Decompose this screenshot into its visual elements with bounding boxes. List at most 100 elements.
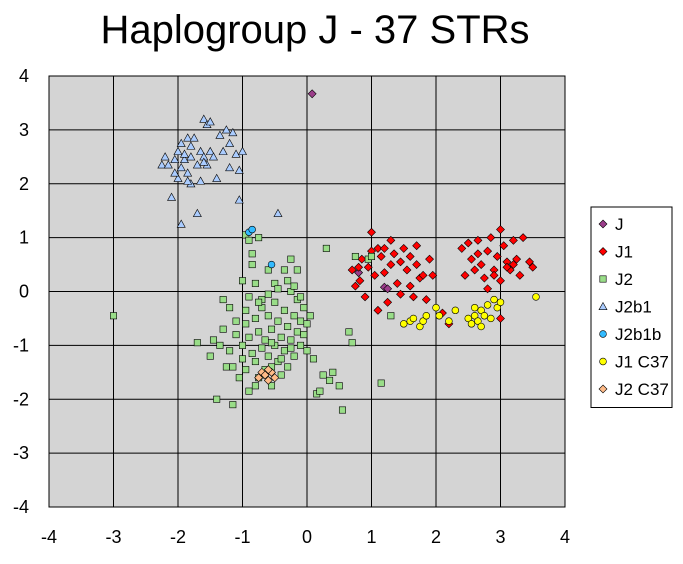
data-point-j2 (287, 344, 295, 352)
y-tick-label: -3 (13, 443, 29, 463)
data-point-j1 (347, 265, 357, 275)
data-point-j2b1 (186, 141, 196, 150)
data-point-j1 (392, 278, 402, 288)
data-point-j1-c37 (432, 303, 440, 312)
data-point-j1 (405, 281, 415, 291)
data-point-j1-c37 (435, 312, 443, 320)
data-point-j2 (255, 298, 263, 306)
data-point-j1-c37 (490, 295, 498, 304)
data-point-j2 (316, 387, 324, 395)
data-point-j2b1 (212, 173, 222, 182)
y-tick-label: 4 (19, 66, 29, 86)
legend-label: J1 C37 (615, 353, 669, 372)
data-point-j2 (229, 363, 237, 371)
data-point-j2 (284, 323, 292, 331)
y-tick-label: -2 (13, 389, 29, 409)
series-j2b1b (245, 225, 276, 269)
data-point-j2b1 (234, 165, 244, 174)
grid-lines (48, 75, 566, 508)
data-point-j1 (405, 252, 415, 261)
data-point-j1 (492, 252, 502, 261)
data-point-j2 (348, 339, 356, 347)
data-point-j1-c37 (483, 301, 492, 309)
legend-marker (599, 330, 607, 338)
data-point-j1 (496, 314, 505, 323)
data-point-j2 (274, 285, 282, 293)
data-point-j2 (242, 306, 250, 314)
data-point-j1 (457, 243, 467, 253)
data-point-j1-c37 (467, 320, 476, 328)
data-point-j2 (268, 339, 276, 347)
data-point-j2 (219, 296, 227, 304)
y-tick-label: -4 (13, 497, 29, 517)
data-point-j2 (245, 293, 253, 301)
data-point-j2 (277, 371, 285, 379)
data-point-j2 (251, 358, 259, 366)
data-point-j1-c37 (471, 303, 479, 312)
data-point-j2 (280, 266, 288, 274)
data-point-j2-c37 (263, 365, 273, 375)
data-point-j2 (248, 349, 256, 357)
data-point-j1 (360, 292, 370, 302)
data-point-j2 (222, 363, 230, 371)
data-point-j2b1 (176, 138, 186, 147)
y-tick-label: 3 (19, 120, 29, 140)
data-point-j2 (251, 279, 259, 287)
data-point-j2b1 (183, 133, 193, 142)
data-point-j2 (303, 320, 311, 328)
data-point-j2 (303, 347, 311, 355)
data-point-j2-c37 (263, 375, 273, 385)
data-point-j2b1 (173, 173, 183, 182)
data-point-j2 (387, 312, 395, 320)
data-point-j1-c37 (474, 317, 482, 325)
data-point-j (354, 268, 364, 278)
data-point-j2 (245, 236, 253, 244)
data-point-j2 (226, 304, 234, 312)
data-point-j2 (245, 333, 253, 341)
chart-title: Haplogroup J - 37 STRs (100, 8, 530, 52)
data-point-j1-c37 (445, 317, 453, 325)
data-point-j2b1 (157, 160, 167, 169)
data-point-j1 (396, 289, 405, 299)
data-point-j2b1 (196, 146, 206, 155)
data-point-j1 (370, 270, 380, 280)
data-point-j2b1 (218, 146, 228, 155)
data-point-j2 (193, 339, 201, 347)
data-point-j2b1 (179, 149, 189, 158)
data-point-j2 (274, 317, 282, 325)
legend-marker (598, 384, 608, 394)
data-point-j2 (300, 304, 308, 312)
data-point-j1 (502, 262, 512, 272)
data-point-j2b1 (170, 168, 180, 177)
data-point-j2b1 (170, 154, 180, 164)
x-tick-label: 0 (302, 527, 312, 547)
data-point-j1 (367, 227, 376, 237)
data-point-j1 (496, 225, 505, 234)
data-point-j2 (377, 379, 385, 387)
x-tick-label: -1 (234, 527, 250, 547)
data-point-j2 (242, 366, 250, 374)
data-point-j2 (297, 293, 305, 301)
data-point-j2 (300, 331, 308, 339)
data-point-j2 (261, 336, 269, 344)
legend-label: J2 (615, 270, 633, 289)
data-point-j1-c37 (464, 314, 472, 323)
data-point-j1 (479, 273, 489, 283)
data-point-j2 (264, 312, 272, 320)
data-point-j1 (386, 260, 396, 269)
legend-marker (598, 247, 608, 256)
data-point-j2b1 (199, 114, 209, 123)
data-point-j1-c37 (416, 322, 424, 331)
data-point-j2b1 (163, 160, 173, 169)
data-point-j2 (268, 382, 276, 390)
data-point-j2 (338, 406, 346, 414)
data-point-j2-c37 (254, 373, 264, 383)
data-point-j2 (345, 328, 353, 336)
data-point-j1 (525, 257, 534, 267)
data-point-j1 (508, 260, 518, 269)
x-tick-label: 4 (560, 527, 570, 547)
data-point-j2b1 (228, 127, 238, 137)
data-point-j2 (226, 347, 234, 355)
data-point-j2 (284, 363, 292, 371)
